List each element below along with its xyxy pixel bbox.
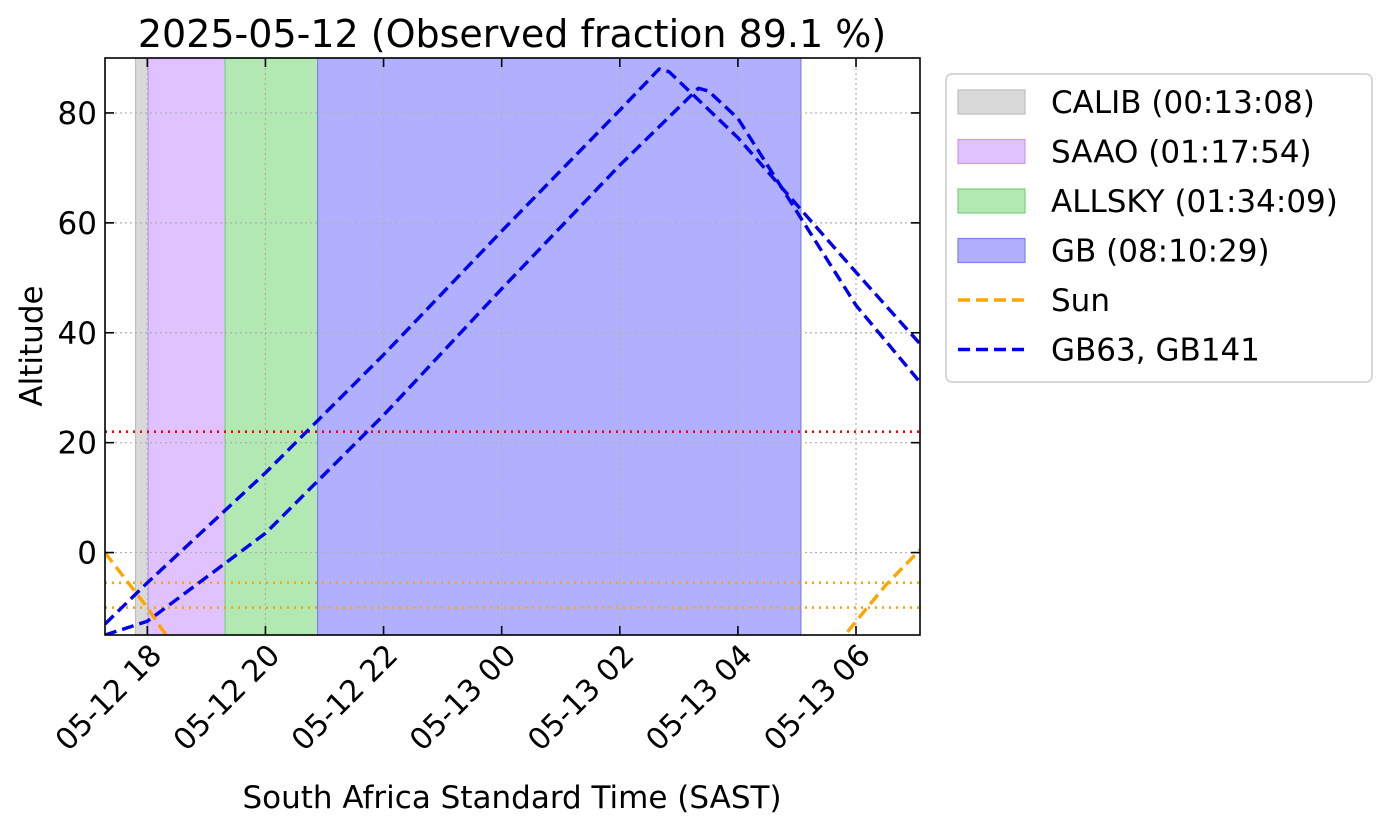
series-line-3 (105, 86, 920, 635)
x-tick-label-0: 05-12 18 (49, 638, 169, 758)
legend-label-2: ALLSKY (01:34:09) (1051, 184, 1338, 220)
span-0 (134, 57, 149, 636)
legend-label-5: GB63, GB141 (1051, 333, 1260, 369)
series-line-2 (105, 67, 920, 626)
legend-label-1: SAAO (01:17:54) (1051, 135, 1312, 171)
y-tick-label-2: 40 (58, 316, 97, 352)
plot-area (104, 57, 921, 636)
span-1 (147, 57, 226, 636)
legend-swatch-3 (957, 237, 1026, 264)
y-tick-label-0: 0 (77, 536, 97, 572)
series-lines (105, 67, 920, 635)
legend-label-4: Sun (1051, 283, 1110, 319)
y-axis-label: Altitude (14, 285, 50, 406)
x-tick-label-3: 05-13 00 (403, 638, 523, 758)
legend-swatch-0 (957, 89, 1026, 115)
series-line-1 (842, 548, 920, 635)
y-tick-label-3: 60 (58, 206, 97, 242)
x-tick-label-6: 05-13 06 (758, 638, 878, 758)
threshold-lines (105, 430, 920, 609)
series-line-0 (105, 551, 169, 635)
legend-label-0: CALIB (00:13:08) (1051, 85, 1315, 121)
x-tick-label-4: 05-13 02 (521, 638, 641, 758)
legend-box (945, 73, 1373, 383)
plot-frame (104, 57, 921, 636)
x-tick-label-1: 05-12 20 (167, 638, 287, 758)
y-tick-label-1: 20 (58, 426, 97, 462)
legend-label-3: GB (08:10:29) (1051, 234, 1270, 270)
legend-swatch-1 (957, 138, 1026, 165)
y-tick-label-4: 80 (58, 96, 97, 132)
span-2 (224, 57, 319, 636)
y-axis: 0 20 40 60 80 (58, 96, 920, 572)
legend-swatch-2 (957, 188, 1026, 214)
chart-title: 2025-05-12 (Observed fraction 89.1 %) (138, 12, 886, 56)
grid-lines (105, 58, 920, 635)
span-3 (317, 57, 802, 636)
x-tick-label-5: 05-13 04 (639, 638, 759, 758)
legend: CALIB (00:13:08) SAAO (01:17:54) ALLSKY (0… (945, 73, 1373, 383)
x-axis-label: South Africa Standard Time (SAST) (242, 780, 781, 816)
observation-spans (134, 57, 802, 636)
x-tick-label-2: 05-12 22 (285, 638, 405, 758)
